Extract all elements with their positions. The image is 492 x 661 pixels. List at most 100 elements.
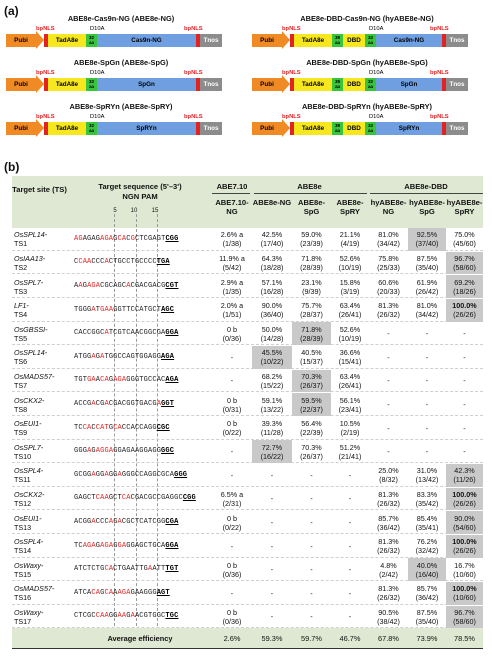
efficiency-cell: 70.3% (26/37) bbox=[292, 369, 331, 393]
efficiency-cell: - bbox=[310, 565, 313, 575]
efficiency-cell: 56.4% (22/39) bbox=[300, 419, 323, 438]
ts-id: TS4 bbox=[14, 310, 28, 320]
target-site: OsCKX2- TS12 bbox=[12, 488, 68, 511]
dbd-block: DBD bbox=[343, 78, 365, 91]
gene-name: OsIAA13- bbox=[14, 253, 46, 263]
efficiency-cell: - bbox=[387, 423, 390, 433]
target-sequence: AGAGAGAGAGCACGCTCGAGTCGG bbox=[74, 234, 179, 243]
efficiency-cell: 52.6% (10/19) bbox=[338, 324, 362, 343]
efficiency-cell: - bbox=[310, 470, 313, 480]
tada8e-block: TadA8e bbox=[48, 122, 86, 135]
bpnls-n bbox=[290, 122, 294, 135]
cas-block: Cas9n-NG bbox=[97, 34, 196, 47]
column-header: ABE8e-NG bbox=[252, 198, 292, 207]
linker-32aa: 32 aa bbox=[365, 34, 376, 47]
efficiency-cell: 63.4% (26/41) bbox=[338, 301, 362, 320]
efficiency-cell: - bbox=[425, 423, 429, 433]
header-pos-15: 15 bbox=[151, 208, 159, 214]
linker-32aa: 32 aa bbox=[365, 78, 376, 91]
average-label: Average efficiency bbox=[107, 633, 173, 643]
efficiency-cell: 81.0% (34/42) bbox=[415, 301, 439, 320]
dbd-block: DBD bbox=[343, 34, 365, 47]
average-efficiency-row: Average efficiency 2.6% 59.3% 59.7% 46.7% 67.… bbox=[12, 628, 483, 648]
ts-id: TS5 bbox=[14, 333, 28, 343]
ts-id: TS1 bbox=[14, 239, 28, 249]
target-sequence: ATCTCTGCACTGAATTGAATTTGT bbox=[74, 565, 179, 574]
target-site: OsSPL4- TS11 bbox=[12, 464, 68, 487]
header-abe8e: ABE8e bbox=[297, 182, 322, 191]
target-sequence: ACCGACGACGACGGTGACGAGGT bbox=[74, 400, 175, 409]
pam-sequence: TGC bbox=[165, 612, 179, 621]
efficiency-cell: 81.3% (26/32) bbox=[377, 537, 400, 556]
tnos-terminator: Tnos bbox=[446, 34, 468, 47]
target-site: OsWaxy- TS17 bbox=[12, 606, 68, 629]
efficiency-cell: 85.7% (36/42) bbox=[415, 584, 439, 603]
efficiency-cell: - bbox=[230, 352, 234, 362]
efficiency-cell: - bbox=[230, 447, 234, 457]
column-header: hyABE8e-NG bbox=[370, 198, 407, 216]
gene-name: OsSPL14- bbox=[14, 348, 48, 358]
efficiency-cell: - bbox=[463, 352, 466, 362]
efficiency-cell: 59.0% (23/39) bbox=[300, 230, 323, 249]
target-sequence: AAGAGACGCAGCACGACGACGCGT bbox=[74, 282, 179, 291]
construct-bar: Pubi TadA8e 32 aa SpGn Tnos bbox=[6, 75, 236, 93]
tada8e-block: TadA8e bbox=[294, 34, 332, 47]
target-site: OsSPL7- TS10 bbox=[12, 440, 68, 463]
ts-id: TS17 bbox=[14, 616, 32, 626]
gene-name: OsWaxy- bbox=[14, 607, 44, 617]
bpnls-label: bpNLS bbox=[36, 70, 55, 76]
construct-5: ABE8e-SpRYn (ABE8e-SpRY) Pubi TadA8e 32 aa S… bbox=[6, 102, 236, 140]
efficiency-cell: - bbox=[463, 376, 466, 386]
header-ngn-pam: NGN PAM bbox=[122, 192, 158, 201]
gene-name: OsCKX2- bbox=[14, 395, 45, 405]
efficiency-cell: 96.7% (58/60) bbox=[446, 605, 483, 629]
table-row: OsWaxy- TS17 CTCGCCAAGGAAGAACGTGGCTGC 0 b (0… bbox=[12, 605, 483, 629]
promoter-arrow-icon bbox=[36, 75, 44, 93]
efficiency-cell: 100.0% (26/26) bbox=[446, 534, 483, 558]
ts-id: TS13 bbox=[14, 522, 32, 532]
construct-title: ABE8e-DBD-Cas9n-NG (hyABE8e-NG) bbox=[300, 14, 434, 23]
efficiency-cell: 100.0% (26/26) bbox=[446, 298, 483, 322]
tada8e-block: TadA8e bbox=[294, 122, 332, 135]
efficiency-cell: 90.0% (36/40) bbox=[260, 301, 284, 320]
efficiency-cell: 60.6% (20/33) bbox=[377, 277, 400, 296]
target-sequence: ACGGACCCAGACGCTCATCGGCGA bbox=[74, 518, 179, 527]
pam-sequence: GGA bbox=[165, 329, 179, 338]
gene-name: OsCKX2- bbox=[14, 489, 45, 499]
bpnls-c bbox=[442, 34, 446, 47]
bpnls-label: bpNLS bbox=[430, 26, 449, 32]
efficiency-cell: 51.2% (21/41) bbox=[338, 442, 362, 461]
table-header: Target site (TS) Target sequence (5'–3')… bbox=[12, 176, 483, 228]
bpnls-c bbox=[442, 78, 446, 91]
efficiency-cell: 64.3% (18/28) bbox=[260, 253, 284, 272]
efficiency-cell: - bbox=[270, 588, 274, 598]
bpnls-label: bpNLS bbox=[184, 26, 203, 32]
efficiency-cell: - bbox=[387, 329, 390, 339]
bpnls-label: bpNLS bbox=[36, 26, 55, 32]
efficiency-cell: 6.5% a (2/31) bbox=[220, 489, 244, 508]
bpnls-label: bpNLS bbox=[282, 114, 301, 120]
efficiency-cell: 59.1% (13/22) bbox=[260, 395, 284, 414]
efficiency-cell: - bbox=[348, 588, 352, 598]
efficiency-cell: 68.2% (15/22) bbox=[260, 371, 284, 390]
gene-name: OsWaxy- bbox=[14, 560, 44, 570]
bpnls-label: bpNLS bbox=[282, 26, 301, 32]
efficiency-cell: - bbox=[387, 447, 390, 457]
pos-5-guide bbox=[114, 214, 115, 626]
ts-id: TS16 bbox=[14, 593, 32, 603]
promoter-arrow-icon bbox=[36, 31, 44, 49]
average-value: 46.7% bbox=[339, 633, 361, 643]
efficiency-cell: 2.0% a (1/51) bbox=[220, 301, 244, 320]
header-abe710: ABE7.10 bbox=[216, 182, 248, 191]
efficiency-cell: 63.4% (26/41) bbox=[338, 371, 362, 390]
tada8e-block: TadA8e bbox=[48, 78, 86, 91]
construct-2: ABE8e-DBD-Cas9n-NG (hyABE8e-NG) Pubi TadA8… bbox=[252, 14, 482, 52]
panel-a-label: (a) bbox=[4, 4, 19, 18]
efficiency-cell: 39.3% (11/28) bbox=[260, 419, 284, 438]
table-row: OsIAA13- TS2 CCAACCCACTGCCTGCCCCTGA 11.9% a… bbox=[12, 251, 483, 275]
target-sequence: ATGGAGATGGCCAGTGGAGGAGA bbox=[74, 352, 175, 361]
ts-id: TS7 bbox=[14, 380, 28, 390]
pam-sequence: CGG bbox=[182, 494, 196, 503]
d10a-label: D10A bbox=[90, 26, 105, 32]
construct-6: ABE8e-DBD-SpRYn (hyABE8e-SpRY) Pubi TadA8e… bbox=[252, 102, 482, 140]
